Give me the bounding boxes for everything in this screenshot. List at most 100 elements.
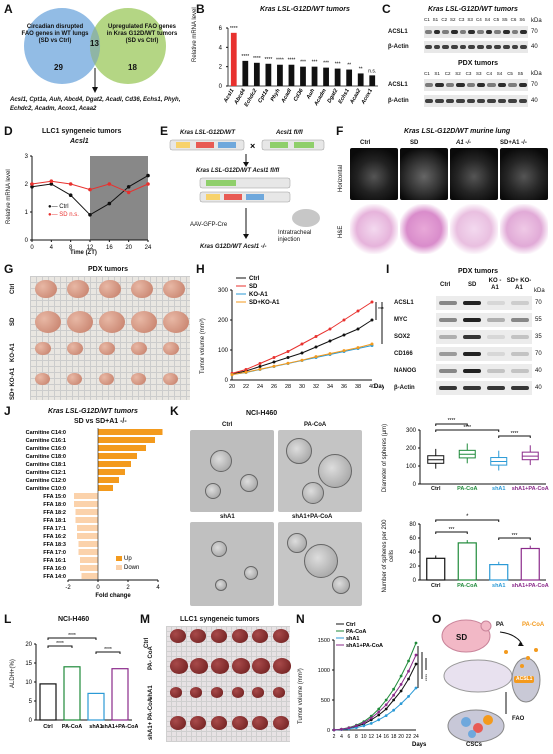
i-blot-row xyxy=(436,364,532,378)
h-legend-label: KO-A1 xyxy=(249,292,268,298)
n-point xyxy=(392,698,396,702)
g-row-sd: SD xyxy=(10,317,16,326)
m-tumor xyxy=(211,629,228,644)
d-xtick-label: 0 xyxy=(30,245,34,251)
i-band xyxy=(511,335,529,339)
panel-n: Tumor volume (mm³) 0 500 1000 1500 2 4 6 8 10 12 1… xyxy=(298,614,432,752)
l-bar xyxy=(63,666,81,721)
j-bar xyxy=(74,493,98,499)
n-series-line xyxy=(333,654,417,731)
c-lane-label: S5 xyxy=(502,17,508,22)
i-band xyxy=(511,386,529,390)
m-tumor xyxy=(252,658,271,674)
g-tumor xyxy=(34,341,51,356)
c-lane-label: C4 xyxy=(476,17,482,22)
k-sphere xyxy=(304,544,338,578)
i-kda-label: 55 xyxy=(535,317,542,323)
c-lane-label: S2 xyxy=(455,71,461,76)
c-band xyxy=(503,30,510,34)
h-point xyxy=(314,345,318,349)
c-band xyxy=(520,30,527,34)
i-blot-row xyxy=(436,313,532,327)
n-ytick-label: 1500 xyxy=(318,638,330,644)
n-series-line xyxy=(333,663,417,731)
k2-xtick-label: Ctrl xyxy=(431,583,441,589)
venn-left-count: 29 xyxy=(54,63,63,72)
c-band xyxy=(459,30,467,34)
g-tumor xyxy=(98,372,114,386)
e-mouse-4: Kras G12D/WT Acsl1 -/- xyxy=(200,244,267,250)
i-band xyxy=(439,318,457,322)
c-band xyxy=(477,30,484,34)
h-xtick-label: 38 xyxy=(355,384,361,390)
h-point xyxy=(370,318,374,322)
h-xtick-label: 28 xyxy=(285,384,291,390)
d-xtick-label: 12 xyxy=(87,245,94,251)
j-legend-down-swatch xyxy=(116,565,122,570)
g-tumor xyxy=(130,341,147,356)
l-xtick-label: PA-CoA xyxy=(62,724,82,730)
b-ytick-label: 0 xyxy=(219,84,223,90)
c-70-2: 70 xyxy=(531,82,538,88)
d-point xyxy=(88,213,92,217)
j-bar xyxy=(98,453,137,459)
f-row-horizontal: Horizontal xyxy=(338,164,344,192)
i-col-ctrl: Ctrl xyxy=(440,282,451,288)
b-bar xyxy=(265,63,272,86)
k-img-sha1-pacoa xyxy=(278,522,362,606)
b-bar xyxy=(230,32,237,86)
i-title: PDX tumors xyxy=(458,268,499,275)
f-he-a1 xyxy=(450,204,498,254)
k2-ytick-label: 20 xyxy=(409,564,416,570)
h-chart: 0 100 200 300 20 22 24 26 28 30 32 34 36 38 40Days Ctrl… xyxy=(218,276,384,390)
b-bar xyxy=(346,69,353,86)
k1-sig-label: **** xyxy=(463,425,471,431)
panel-k: NCI-H460 Ctrl PA-CoA shA1 shA1+PA-CoA Di… xyxy=(176,406,552,610)
n-legend-label: shA1 xyxy=(346,636,359,642)
h-point xyxy=(356,346,360,350)
h-point xyxy=(356,309,360,313)
n-point xyxy=(414,653,418,657)
h-legend-label: SD+KO-A1 xyxy=(249,300,280,306)
d-dark-phase xyxy=(90,156,148,240)
m-tumor xyxy=(273,687,286,698)
m-tumor xyxy=(169,716,186,731)
b-sig-label: n.s. xyxy=(368,68,376,74)
k2-xtick-label: PA-CoA xyxy=(457,583,477,589)
c-lane-label: S1 xyxy=(434,71,440,76)
i-kda-label: 70 xyxy=(535,300,542,306)
n-point xyxy=(377,710,381,714)
n-point xyxy=(414,686,418,690)
k-img-sha1 xyxy=(190,522,274,606)
k1-sig-bracket xyxy=(435,423,468,426)
d-point xyxy=(68,193,73,197)
k-sphere xyxy=(244,566,258,580)
j-bar xyxy=(74,501,98,507)
k-sphere xyxy=(302,482,324,504)
h-point xyxy=(286,361,290,365)
n-xtick-label: 20 xyxy=(398,734,404,740)
i-row-label: SOX2 xyxy=(394,334,411,340)
h-point xyxy=(300,351,304,355)
gene-list: Acsl1, Cpt1a, Auh, Abcd4, Dgat2, Acadl, … xyxy=(10,97,181,112)
j-legend-up-swatch xyxy=(116,556,122,561)
c-band xyxy=(442,30,449,34)
k2-bar xyxy=(426,557,446,581)
n-point xyxy=(392,693,396,697)
m-tumor xyxy=(231,658,250,674)
c-band xyxy=(466,83,475,87)
c-lane-label: C2 xyxy=(441,17,448,22)
i-kda-label: 40 xyxy=(535,368,542,374)
e-schematic: × xyxy=(169,139,325,239)
c-band xyxy=(520,45,527,49)
i-kda-label: 70 xyxy=(535,351,542,357)
j-bar xyxy=(98,469,125,475)
g-tumor xyxy=(98,341,115,356)
i-row-label: MYC xyxy=(394,317,408,323)
j-bar xyxy=(80,557,98,563)
c-band xyxy=(433,30,441,34)
h-legend-label: Ctrl xyxy=(249,276,260,282)
m-tumor xyxy=(273,716,290,731)
panel-e: Kras LSL-G12D/WT Acsl1 fl/fl × Kras LSL-… xyxy=(166,126,334,260)
